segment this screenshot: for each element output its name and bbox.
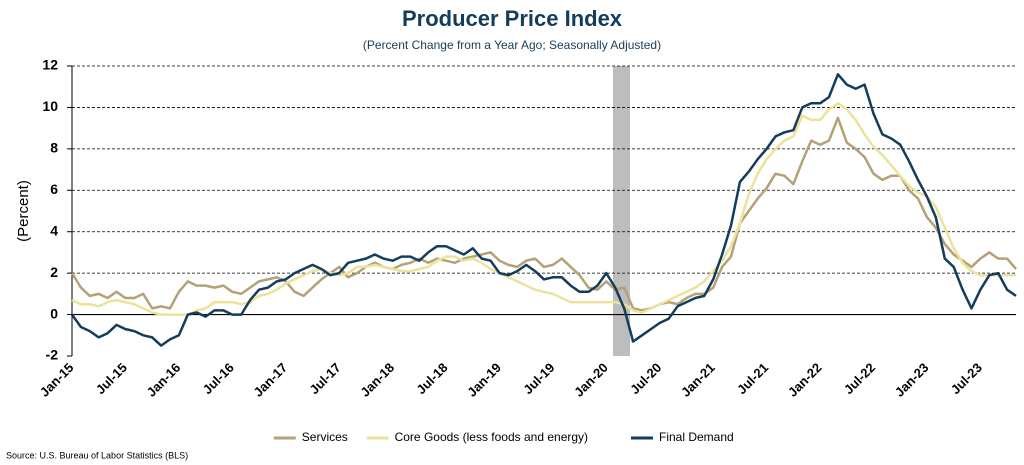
- y-tick-label: 4: [50, 222, 58, 238]
- y-tick-label: 12: [42, 57, 58, 73]
- y-tick-label: -2: [46, 347, 59, 363]
- x-tick-label: Jan-15: [37, 360, 77, 400]
- x-tick-label: Jan-16: [144, 360, 184, 400]
- y-axis-label: (Percent): [15, 180, 32, 242]
- x-tick-label: Jul-19: [520, 360, 557, 397]
- x-tick-label: Jan-22: [785, 360, 825, 400]
- x-tick-label: Jul-15: [93, 360, 130, 397]
- chart-title: Producer Price Index: [402, 6, 623, 31]
- x-tick-label: Jan-18: [357, 360, 397, 400]
- y-tick-label: 8: [50, 140, 58, 156]
- x-tick-label: Jul-18: [413, 360, 450, 397]
- x-tick-label: Jul-23: [948, 360, 985, 397]
- x-tick-label: Jul-17: [307, 360, 344, 397]
- legend-label: Core Goods (less foods and energy): [395, 430, 588, 444]
- x-tick-label: Jan-17: [251, 360, 291, 400]
- recession-shade: [613, 66, 630, 356]
- x-tick-label: Jul-20: [627, 360, 664, 397]
- series-line: [70, 73, 1017, 347]
- source-note: Source: U.S. Bureau of Labor Statistics …: [6, 450, 188, 460]
- x-tick-label: Jan-23: [892, 360, 932, 400]
- y-tick-label: 6: [50, 181, 58, 197]
- y-tick-label: 0: [50, 305, 58, 321]
- series-line: [71, 102, 1016, 316]
- x-tick-label: Jan-21: [678, 360, 718, 400]
- x-tick-label: Jan-19: [464, 360, 504, 400]
- x-tick-label: Jul-16: [200, 360, 237, 397]
- chart-subtitle: (Percent Change from a Year Ago; Seasona…: [363, 38, 661, 52]
- x-tick-label: Jan-20: [571, 360, 611, 400]
- legend-label: Final Demand: [659, 430, 734, 444]
- x-tick-label: Jul-22: [841, 360, 878, 397]
- legend-label: Services: [302, 430, 348, 444]
- y-tick-label: 2: [50, 264, 58, 280]
- y-tick-label: 10: [42, 98, 58, 114]
- series-line: [70, 116, 1017, 312]
- x-tick-label: Jul-21: [734, 360, 771, 397]
